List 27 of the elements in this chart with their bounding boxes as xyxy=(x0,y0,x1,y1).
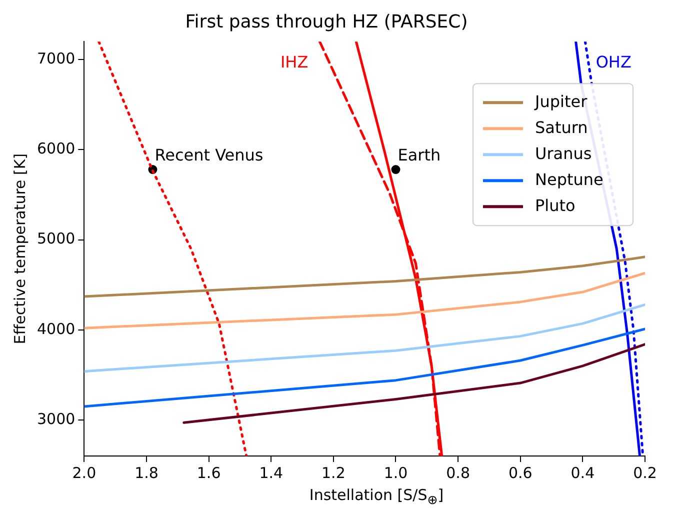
series-label: OHZ xyxy=(596,52,632,72)
y-tick-label: 7000 xyxy=(36,50,76,68)
annotation: Earth xyxy=(398,146,441,165)
legend-label: Uranus xyxy=(535,144,592,163)
y-axis-title: Effective temperature [K] xyxy=(10,153,29,344)
legend-label: Jupiter xyxy=(534,92,588,111)
text: IHZ xyxy=(280,52,308,72)
x-tick-label: 1.8 xyxy=(134,464,158,482)
y-tick-label: 5000 xyxy=(36,230,76,248)
x-tick-label: 1.4 xyxy=(259,464,284,482)
legend-label: Saturn xyxy=(535,118,588,137)
x-tick-label: 1.2 xyxy=(322,464,346,482)
x-tick-label: 1.0 xyxy=(384,464,408,482)
x-axis-title: Instellation [S/S$_{⊕}$] xyxy=(308,486,445,507)
x-tick-label: 1.6 xyxy=(196,464,221,482)
legend-label: Neptune xyxy=(535,170,604,189)
chart-title: First pass through HZ (PARSEC) xyxy=(185,11,468,32)
y-tick-label: 6000 xyxy=(36,140,76,158)
x-tick-label: 0.2 xyxy=(633,464,657,482)
x-tick-label: 0.6 xyxy=(508,464,532,482)
y-tick-label: 3000 xyxy=(36,410,76,428)
y-tick-label: 4000 xyxy=(36,320,76,338)
x-tick-label: 2.0 xyxy=(72,464,96,482)
legend-label: Pluto xyxy=(535,196,576,215)
x-tick-label: 0.8 xyxy=(446,464,470,482)
annotation: Recent Venus xyxy=(154,146,264,165)
x-tick-label: 0.4 xyxy=(570,464,595,482)
